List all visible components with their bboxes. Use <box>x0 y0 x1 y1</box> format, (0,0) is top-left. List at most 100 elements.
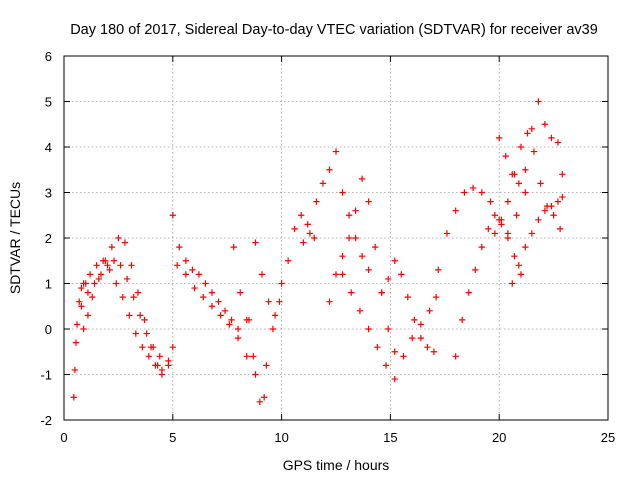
data-point-arc-d <box>136 312 144 319</box>
data-point-arc-h <box>297 212 305 219</box>
data-point-arc-h <box>271 312 279 319</box>
data-point-arc-c <box>152 362 159 369</box>
data-point-arc-i <box>319 180 327 187</box>
data-point-arc-d <box>117 262 124 269</box>
data-point-arc-b <box>141 316 148 324</box>
data-point-arc-q <box>509 280 516 287</box>
data-point-arc-h <box>252 239 259 246</box>
data-point-arc-n <box>517 271 525 278</box>
data-point-arc-o <box>491 230 499 237</box>
data-point-arc-j <box>332 271 340 278</box>
data-point-arc-m <box>435 266 442 274</box>
data-point-arc-m <box>461 189 468 196</box>
data-point-arc-d <box>78 303 85 310</box>
data-point-arc-e <box>228 316 235 324</box>
data-point-arc-j <box>339 253 346 260</box>
data-point-arc-h <box>291 225 298 233</box>
data-point-arc-k <box>365 325 372 333</box>
data-point-arc-i <box>326 166 333 173</box>
data-point-arc-k <box>391 375 398 383</box>
data-point-arc-a <box>70 394 77 401</box>
data-point-arc-k <box>374 344 381 351</box>
axis-ticks: 0 5 10 15 20 25 -2 -1 0 1 2 3 4 5 6 <box>40 49 615 445</box>
data-point-arc-i <box>365 266 372 274</box>
data-point-arc-q <box>548 202 555 210</box>
data-point-arc-l <box>430 348 438 355</box>
data-point-arc-l <box>424 344 431 351</box>
data-point-arc-q <box>515 262 522 269</box>
data-point-arc-m <box>443 230 451 237</box>
data-point-arc-m <box>487 198 494 205</box>
data-point-arc-h <box>311 234 318 242</box>
data-point-arc-e <box>176 243 183 251</box>
data-point-arc-q <box>535 216 542 223</box>
data-point-arc-a <box>76 298 83 305</box>
data-point-arc-e <box>195 271 203 278</box>
data-point-arc-k <box>356 307 364 314</box>
data-point-arc-j <box>391 348 398 355</box>
y-tick-label: 3 <box>45 186 52 201</box>
data-point-arc-q <box>541 207 549 214</box>
data-point-arc-p <box>522 166 529 173</box>
data-point-arc-p <box>515 180 522 187</box>
data-point-arc-e <box>189 266 196 274</box>
data-point-arc-b <box>108 243 116 251</box>
y-tick-label: 2 <box>45 231 52 246</box>
data-point-arc-d <box>91 280 98 287</box>
data-point-arc-c <box>158 366 166 374</box>
x-tick-label: 10 <box>274 430 288 445</box>
data-point-arc-p <box>559 171 566 178</box>
data-point-arc-i <box>358 253 366 260</box>
data-point-arc-e <box>221 307 229 314</box>
data-point-arc-h <box>258 271 266 278</box>
data-point-arc-n <box>511 253 518 260</box>
data-point-arc-j <box>371 243 379 251</box>
data-point-arc-k <box>348 289 355 296</box>
data-point-arc-f <box>191 284 198 292</box>
data-point-arc-f <box>252 371 259 378</box>
data-point-arc-c <box>99 257 107 264</box>
data-point-arc-o <box>550 212 557 219</box>
y-tick-label: 6 <box>45 49 52 64</box>
data-point-arc-f <box>226 321 233 328</box>
data-point-arc-j <box>352 207 359 214</box>
x-tick-label: 0 <box>60 430 67 445</box>
data-point-arc-f <box>217 312 224 319</box>
data-point-arc-f <box>173 262 181 269</box>
data-point-arc-g <box>263 362 270 369</box>
y-tick-label: 5 <box>45 95 52 110</box>
data-point-arc-f <box>208 303 216 310</box>
data-point-arc-a <box>71 366 79 374</box>
data-point-arc-e <box>182 257 190 264</box>
data-point-arc-b <box>128 262 135 269</box>
data-point-arc-l <box>391 257 398 264</box>
data-point-arc-b <box>84 312 92 319</box>
data-point-arc-c <box>132 330 140 337</box>
y-tick-label: 1 <box>45 277 52 292</box>
data-point-arc-i <box>339 189 346 196</box>
data-point-arc-q <box>554 198 562 205</box>
data-point-arc-c <box>119 293 126 301</box>
data-point-arc-o <box>524 130 531 137</box>
data-point-arc-p <box>541 121 549 128</box>
data-point-arc-q <box>522 243 529 251</box>
data-point-arc-n <box>472 266 479 274</box>
data-point-arc-f <box>182 271 190 278</box>
data-point-arc-g <box>276 298 283 305</box>
data-point-arc-n <box>465 289 472 296</box>
data-point-arc-g <box>250 353 257 360</box>
data-point-arc-k <box>400 353 407 360</box>
data-point-arc-p <box>509 171 516 178</box>
data-point-arc-c <box>93 262 100 269</box>
data-point-arc-l <box>404 293 412 301</box>
data-point-arc-d <box>84 289 92 296</box>
data-point-arc-i <box>345 212 353 219</box>
data-point-arc-j <box>326 298 333 305</box>
data-point-arc-a <box>72 339 80 346</box>
data-point-arc-g <box>237 289 244 296</box>
data-point-arc-g <box>256 398 264 405</box>
data-point-arc-d <box>143 330 150 337</box>
data-point-arc-f <box>260 394 268 401</box>
data-point-arc-i <box>300 239 307 246</box>
